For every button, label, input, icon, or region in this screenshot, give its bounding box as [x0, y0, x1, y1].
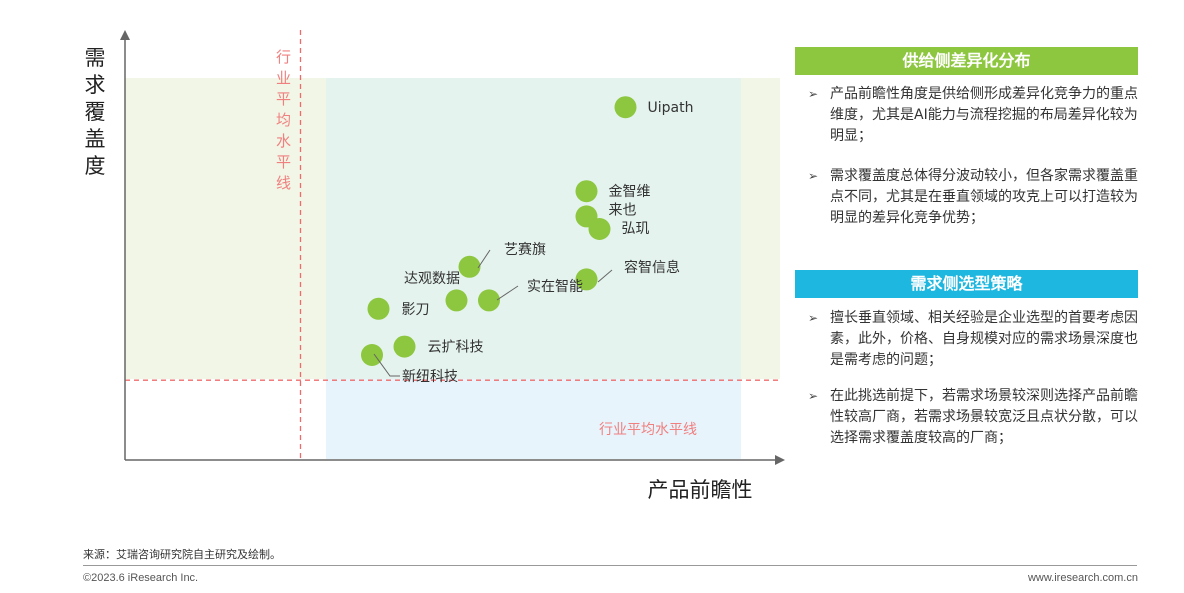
- x-axis-arrow-icon: [775, 455, 785, 465]
- quadrant-high-both: [326, 78, 741, 379]
- data-point-label: 云扩科技: [428, 340, 484, 356]
- arrow-icon: ➢: [808, 389, 819, 403]
- demand-bullet-2-text: 在此挑选前提下，若需求场景较深则选择产品前瞻性较高厂商，若需求场景较宽泛且点状分…: [830, 388, 1138, 446]
- arrow-icon: ➢: [808, 311, 819, 325]
- data-point-label: 实在智能: [527, 279, 583, 295]
- label-leader-line: [496, 285, 519, 301]
- supply-bullet-1: ➢ 产品前瞻性角度是供给侧形成差异化竞争力的重点维度，尤其是AI能力与流程挖掘的…: [808, 84, 1138, 147]
- avg-label-horizontal: 行业平均水平线: [599, 422, 697, 438]
- source-note: 来源：艾瑞咨询研究院自主研究及绘制。: [83, 548, 281, 561]
- y-axis-label-char: 盖: [85, 127, 106, 151]
- y-axis-arrow-icon: [120, 30, 130, 40]
- y-axis-label-char: 覆: [85, 100, 106, 124]
- y-axis-label-char: 需: [85, 46, 106, 70]
- avg-label-vertical-char: 行: [276, 48, 291, 66]
- data-point: [445, 289, 468, 312]
- data-point-label: 来也: [609, 202, 637, 218]
- avg-label-vertical-char: 平: [276, 153, 291, 171]
- y-axis-label-char: 度: [85, 154, 106, 178]
- data-point-label: Uipath: [648, 100, 694, 116]
- arrow-icon: ➢: [808, 169, 819, 183]
- data-point: [458, 255, 481, 278]
- avg-label-vertical-char: 均: [276, 111, 291, 129]
- data-point-label: 弘玑: [622, 221, 650, 237]
- data-point: [478, 289, 500, 312]
- supply-bullet-2: ➢ 需求覆盖度总体得分波动较小，但各家需求覆盖重点不同，尤其是在垂直领域的攻克上…: [808, 166, 1138, 229]
- scatter-chart: 行业平均水平线行业平均水平线需求覆盖度产品前瞻性Uipath金智维来也弘玑艺赛旗…: [85, 30, 785, 502]
- footer-divider: [83, 565, 1137, 566]
- data-point-label: 金智维: [609, 184, 651, 200]
- label-leader-line: [373, 353, 400, 377]
- demand-side-title: 需求侧选型策略: [795, 270, 1138, 298]
- avg-label-vertical-char: 线: [276, 174, 291, 192]
- data-point: [361, 344, 383, 366]
- avg-label-vertical-char: 业: [276, 69, 291, 87]
- data-point-label: 艺赛旗: [504, 242, 546, 258]
- x-axis-label: 产品前瞻性: [648, 478, 753, 502]
- avg-label-vertical-char: 平: [276, 90, 291, 108]
- data-point-label: 达观数据: [404, 271, 460, 287]
- data-point-label: 影刀: [402, 302, 430, 318]
- supply-bullet-2-text: 需求覆盖度总体得分波动较小，但各家需求覆盖重点不同，尤其是在垂直领域的攻克上可以…: [830, 168, 1138, 226]
- demand-bullet-2: ➢ 在此挑选前提下，若需求场景较深则选择产品前瞻性较高厂商，若需求场景较宽泛且点…: [808, 386, 1138, 449]
- data-point: [575, 268, 598, 291]
- data-point-label: 新纽科技: [402, 369, 458, 385]
- y-axis-label-char: 求: [85, 73, 106, 97]
- quadrant-low-demand: [326, 379, 741, 459]
- avg-label-vertical-char: 水: [276, 132, 291, 150]
- data-point-label: 容智信息: [624, 259, 680, 276]
- supply-side-title: 供给侧差异化分布: [795, 47, 1138, 75]
- arrow-icon: ➢: [808, 87, 819, 101]
- label-leader-line: [477, 249, 491, 269]
- data-point: [614, 96, 637, 119]
- demand-bullet-1-text: 擅长垂直领域、相关经验是企业选型的首要考虑因素，此外，价格、自身规模对应的需求场…: [830, 310, 1138, 368]
- demand-bullet-1: ➢ 擅长垂直领域、相关经验是企业选型的首要考虑因素，此外，价格、自身规模对应的需…: [808, 308, 1138, 371]
- data-point: [575, 180, 598, 203]
- website-link[interactable]: www.iresearch.com.cn: [1027, 572, 1138, 584]
- label-leader-line: [597, 269, 613, 283]
- data-point: [393, 335, 416, 358]
- data-point: [588, 218, 611, 240]
- supply-bullet-1-text: 产品前瞻性角度是供给侧形成差异化竞争力的重点维度，尤其是AI能力与流程挖掘的布局…: [830, 86, 1138, 144]
- copyright: ©2023.6 iResearch Inc.: [83, 572, 199, 584]
- data-point: [367, 297, 390, 320]
